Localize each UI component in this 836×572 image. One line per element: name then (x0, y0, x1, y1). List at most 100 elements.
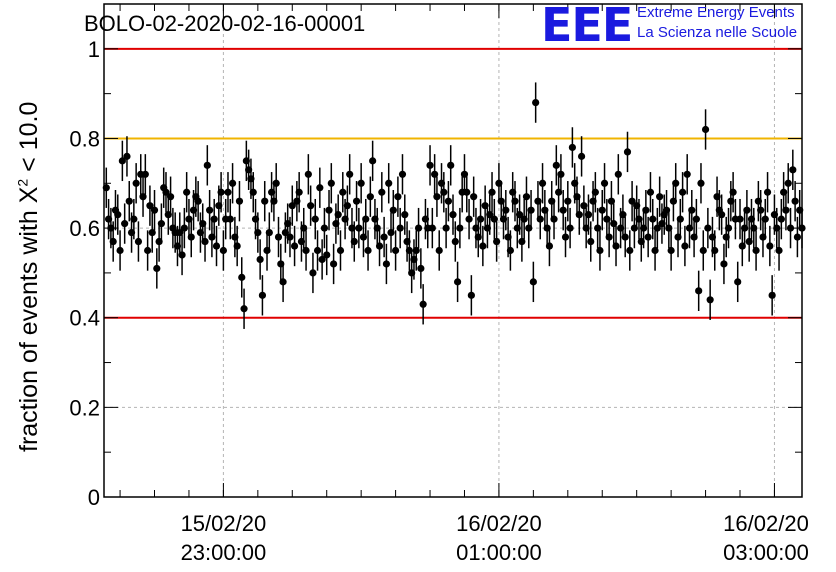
data-point (355, 224, 363, 232)
data-point (226, 215, 234, 223)
data-point (330, 260, 338, 268)
data-point (405, 246, 413, 255)
data-point (385, 179, 393, 187)
data-point (697, 179, 705, 187)
data-point (591, 188, 599, 196)
x-tick-label: 15/02/20 23:00:00 (153, 509, 293, 567)
data-point (343, 202, 351, 210)
data-point (536, 215, 544, 223)
data-point (311, 215, 319, 223)
data-point (465, 215, 473, 223)
data-point (520, 215, 528, 223)
data-point (134, 237, 143, 246)
data-point (286, 233, 294, 241)
y-tick-label: 0.8 (69, 126, 100, 151)
data-point (752, 246, 760, 255)
data-point (258, 291, 267, 299)
x-tick-time: 03:00:00 (723, 540, 809, 565)
data-point (720, 260, 728, 268)
data-point (470, 193, 478, 201)
data-point (651, 246, 659, 255)
data-point (502, 206, 510, 214)
data-point (417, 264, 425, 273)
data-point (150, 206, 159, 214)
data-point (545, 242, 554, 250)
data-point (180, 224, 188, 232)
data-point (447, 161, 455, 169)
data-point (577, 152, 586, 160)
data-point (327, 179, 335, 187)
x-tick-date: 15/02/20 (180, 511, 267, 536)
data-point (628, 197, 636, 205)
data-point (773, 224, 781, 232)
data-point (493, 237, 501, 246)
data-point (444, 197, 453, 205)
data-point (279, 278, 287, 286)
data-point (210, 215, 218, 223)
x-tick-label: 16/02/20 01:00:00 (429, 509, 569, 567)
data-point (114, 211, 122, 219)
data-point (711, 246, 719, 255)
x-tick-time: 23:00:00 (180, 540, 267, 565)
data-point (295, 188, 303, 196)
data-series (102, 82, 806, 329)
data-point (724, 224, 733, 232)
data-point (203, 161, 211, 169)
data-point (364, 246, 372, 255)
data-point (398, 170, 407, 178)
data-point (766, 242, 774, 250)
x-tick-time: 01:00:00 (456, 540, 542, 565)
data-point (568, 143, 576, 152)
data-point (240, 305, 248, 313)
data-point (132, 179, 140, 187)
data-point (667, 246, 675, 255)
data-point (626, 246, 634, 255)
data-point (467, 291, 475, 299)
data-point (515, 211, 524, 219)
data-point (254, 228, 262, 237)
data-point (449, 211, 457, 219)
data-point (224, 188, 232, 196)
data-point (320, 224, 329, 232)
eee-logo: EEE Extreme Energy Events La Scienza nel… (541, 0, 831, 52)
run-title: BOLO-02-2020-02-16-00001 (84, 11, 366, 36)
data-point (201, 237, 209, 246)
axis-ticks: 0 0.2 0.4 0.6 0.8 1 (69, 4, 802, 510)
data-point (600, 179, 609, 187)
data-point (736, 215, 744, 223)
logo-caption-line1: Extreme Energy Events (637, 4, 795, 21)
data-point (272, 179, 280, 187)
data-point (522, 193, 531, 201)
data-point (596, 246, 604, 255)
data-point (139, 193, 147, 201)
data-point (486, 211, 494, 219)
data-point (623, 148, 632, 156)
data-point (325, 206, 333, 214)
data-point (302, 246, 310, 255)
data-point (775, 246, 783, 255)
data-point (527, 206, 535, 214)
data-point (426, 161, 434, 169)
data-point (672, 179, 680, 187)
data-point (453, 278, 462, 286)
data-point (378, 188, 386, 196)
data-point (118, 157, 126, 165)
data-point (538, 179, 547, 187)
data-point (777, 215, 785, 223)
data-point (178, 251, 186, 259)
data-point (587, 237, 595, 246)
data-point (734, 278, 742, 286)
data-point (642, 206, 650, 214)
data-point (529, 278, 537, 286)
data-point (290, 242, 299, 250)
data-point (261, 197, 269, 205)
data-point (644, 233, 652, 241)
data-point (552, 161, 560, 169)
data-point (141, 170, 149, 178)
data-point (451, 237, 459, 246)
data-point (635, 215, 643, 223)
data-point (318, 255, 326, 264)
y-tick-label: 0 (88, 485, 100, 510)
data-point (750, 224, 758, 232)
data-point (288, 202, 296, 210)
